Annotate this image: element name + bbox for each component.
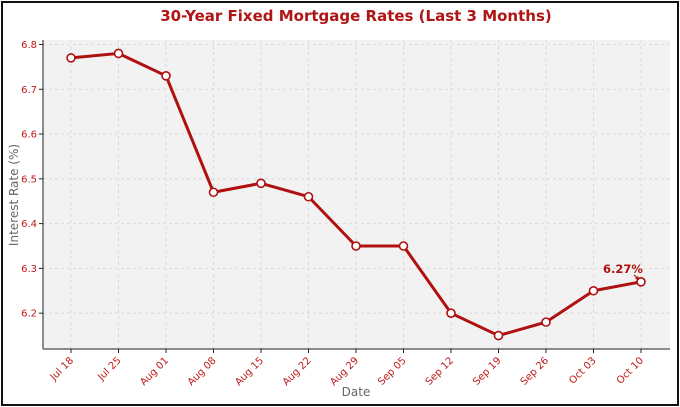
y-axis-label: Interest Rate (%) [7, 144, 21, 246]
plot-area [43, 40, 670, 349]
x-tick-label: Oct 10 [615, 355, 646, 386]
data-points [66, 48, 646, 341]
y-tick-label: 6.7 [21, 85, 37, 96]
x-tick-label: Sep 05 [376, 355, 408, 387]
x-axis-ticks: Jul 18 Jul 25 Aug 01 Aug 08 Aug 15 Aug 22 Aug … [48, 349, 646, 388]
annotation-label: 6.27% [603, 262, 643, 276]
data-point [161, 71, 171, 81]
y-tick-label: 6.5 [21, 174, 37, 185]
data-point [446, 308, 456, 318]
y-axis-ticks: 6.2 6.3 6.4 6.5 6.6 6.7 6.8 [21, 40, 43, 320]
y-tick-label: 6.4 [21, 219, 37, 230]
data-point [113, 48, 124, 59]
x-tick-label: Aug 22 [281, 355, 314, 388]
x-tick-label: Sep 12 [424, 355, 456, 387]
data-point [66, 53, 76, 63]
data-point [541, 317, 551, 327]
x-tick-label: Aug 15 [233, 355, 266, 388]
data-point [256, 178, 266, 189]
data-point [351, 241, 361, 251]
data-point [588, 285, 599, 296]
y-tick-label: 6.8 [21, 40, 37, 51]
x-tick-label: Aug 29 [328, 355, 361, 388]
x-tick-label: Sep 26 [519, 355, 551, 387]
annotation-arrowhead [635, 275, 639, 280]
data-point [493, 330, 504, 341]
annotation: 6.27% [603, 262, 643, 280]
y-tick-label: 6.3 [21, 264, 37, 275]
y-tick-label: 6.6 [21, 130, 37, 141]
x-tick-label: Sep 19 [471, 355, 503, 387]
data-point [208, 187, 219, 198]
x-axis-label: Date [342, 385, 371, 399]
grid-lines [43, 40, 670, 349]
data-point [303, 191, 314, 202]
x-tick-label: Aug 08 [186, 355, 219, 388]
x-tick-label: Jul 18 [48, 355, 76, 383]
chart-title: 30-Year Fixed Mortgage Rates (Last 3 Mon… [160, 7, 552, 25]
x-tick-label: Aug 01 [138, 355, 171, 388]
y-tick-label: 6.2 [21, 309, 37, 320]
x-tick-label: Jul 25 [95, 355, 123, 383]
x-tick-label: Oct 03 [567, 355, 598, 386]
data-point [398, 241, 409, 251]
